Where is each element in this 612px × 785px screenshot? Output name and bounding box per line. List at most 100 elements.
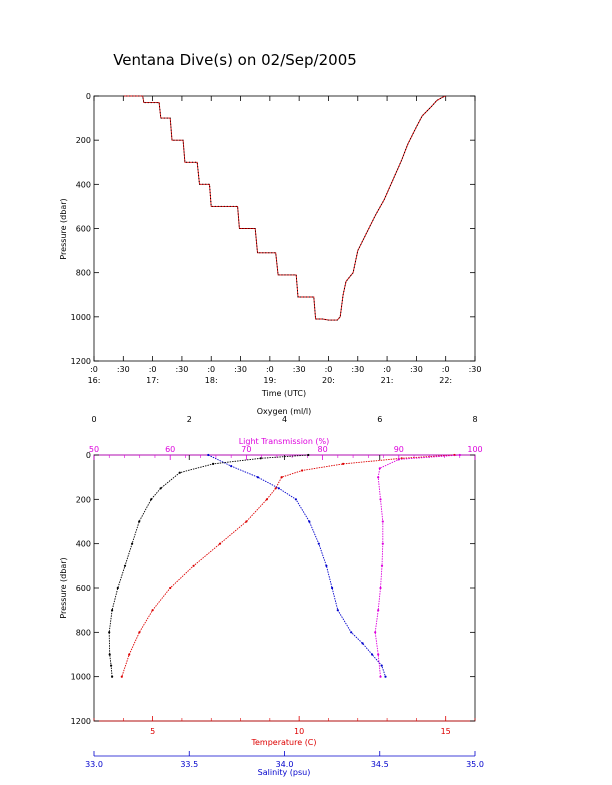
- top-x-tick-label: :30: [351, 365, 364, 374]
- top-x-tick-label: :0: [90, 365, 98, 374]
- light-tick-label: 90: [394, 445, 404, 454]
- top-plot-frame: [93, 95, 476, 362]
- top-y-tick-label: 1200: [71, 357, 91, 366]
- temperature-tick-label: 5: [150, 727, 155, 736]
- temperature-profile-point: [245, 520, 248, 523]
- bottom-plot-frame: [93, 454, 476, 722]
- oxygen-tick-label: 2: [187, 415, 192, 424]
- temperature-profile-point: [151, 609, 154, 612]
- oxygen-profile-point: [138, 520, 141, 523]
- oxygen-profile-point: [108, 653, 111, 656]
- temperature-profile-point: [274, 487, 277, 490]
- salinity-profile-line: [208, 454, 386, 677]
- light-tick-label: 60: [165, 445, 175, 454]
- temperature-profile-point: [265, 498, 268, 501]
- light-profile-point: [458, 453, 461, 457]
- top-x-tick-hour-label: 22:: [439, 376, 452, 385]
- top-x-tick-hour-label: 19:: [263, 376, 276, 385]
- top-x-tick-hour-label: 20:: [322, 376, 335, 385]
- top-x-tick-label: :30: [469, 365, 482, 374]
- salinity-tick-label: 33.5: [180, 760, 198, 769]
- oxygen-profile-point: [131, 542, 134, 545]
- salinity-profile-point: [384, 675, 387, 678]
- salinity-profile-point: [308, 520, 311, 523]
- salinity-axis-ticks: 33.0 33.5 34.0 34.5 35.0: [85, 751, 484, 769]
- top-x-tick-label: :0: [325, 365, 333, 374]
- profile-series-group: [108, 453, 461, 678]
- light-profile-point: [380, 564, 384, 567]
- salinity-tick-label: 35.0: [466, 760, 484, 769]
- oxygen-profile-point: [110, 664, 113, 667]
- light-tick-label: 50: [89, 445, 99, 454]
- salinity-tick-label: 34.0: [276, 760, 294, 769]
- salinity-profile-point: [256, 476, 259, 479]
- salinity-profile-point: [336, 609, 339, 612]
- salinity-profile-point: [325, 564, 328, 567]
- temperature-axis-ticks: 5 10 15: [93, 716, 476, 736]
- oxygen-profile-point: [178, 471, 181, 474]
- bottom-y-axis-label: Pressure (dbar): [59, 557, 68, 618]
- light-profile-point: [378, 467, 381, 470]
- bottom-y-tick-label: 1200: [71, 717, 91, 726]
- salinity-tick-label: 33.0: [85, 760, 103, 769]
- bottom-y-tick-label: 800: [76, 628, 91, 637]
- oxygen-axis-label: Oxygen (ml/l): [257, 407, 312, 416]
- top-x-tick-hour-label: 21:: [381, 376, 394, 385]
- top-x-tick-label: :0: [266, 365, 274, 374]
- light-axis-label: Light Transmission (%): [239, 437, 330, 446]
- temperature-profile-point: [120, 675, 123, 678]
- light-profile-point: [377, 653, 380, 656]
- top-y-tick-label: 800: [76, 269, 91, 278]
- oxygen-profile-point: [108, 631, 111, 634]
- oxygen-profile-point: [150, 498, 153, 501]
- top-y-tick-label: 1000: [71, 313, 91, 322]
- temperature-profile-point: [138, 631, 141, 634]
- bottom-y-tick-label: 0: [86, 451, 91, 460]
- temperature-profile-point: [301, 469, 304, 472]
- salinity-profile-point: [331, 586, 334, 590]
- salinity-profile-point: [350, 631, 353, 634]
- bottom-y-axis-ticks: 0 200 400 600 800 1000 1200: [71, 451, 475, 726]
- top-x-tick-label: :30: [234, 365, 247, 374]
- temperature-profile-point: [342, 462, 345, 465]
- top-y-tick-label: 400: [76, 180, 91, 189]
- top-x-tick-hour-label: 16:: [88, 376, 101, 385]
- light-profile-line: [374, 454, 460, 677]
- oxygen-profile-point: [259, 457, 262, 460]
- temperature-profile-point: [218, 542, 222, 545]
- top-y-tick-label: 200: [76, 136, 91, 145]
- light-profile-point: [379, 498, 382, 501]
- salinity-profile-point: [380, 664, 383, 667]
- top-x-axis-ticks: :0 16::30:0 17::30:0 18::30:0 19::30:0 20::30…: [88, 96, 482, 385]
- top-x-tick-label: :30: [175, 365, 188, 374]
- light-profile-point: [379, 586, 382, 590]
- top-x-tick-label: :30: [293, 365, 306, 374]
- oxygen-tick-label: 8: [472, 415, 477, 424]
- light-profile-point: [374, 631, 377, 634]
- top-x-axis-label: Time (UTC): [261, 389, 306, 398]
- oxygen-profile-point: [116, 586, 119, 590]
- light-profile-point: [381, 520, 384, 523]
- light-profile-point: [379, 675, 382, 678]
- oxygen-tick-label: 4: [282, 415, 287, 424]
- profile-panel: 0 2 4 6 8 50 60 70 80 90 100 5 10 15 33.0 33.5 34.0 34…: [59, 407, 484, 777]
- temperature-profile-point: [192, 564, 195, 567]
- bottom-y-tick-label: 600: [76, 584, 91, 593]
- light-profile-point: [377, 609, 380, 612]
- temperature-axis-label: Temperature (C): [250, 738, 316, 747]
- bottom-y-tick-label: 1000: [71, 673, 91, 682]
- salinity-profile-point: [317, 542, 320, 545]
- bottom-y-tick-label: 400: [76, 540, 91, 549]
- light-tick-label: 80: [318, 445, 328, 454]
- light-profile-point: [381, 542, 384, 545]
- light-profile-point: [397, 458, 400, 461]
- dive-depth-points: [123, 95, 446, 321]
- dive-depth-line: [123, 95, 446, 321]
- salinity-profile-point: [294, 498, 297, 501]
- oxygen-profile-point: [111, 675, 114, 678]
- top-y-axis-label: Pressure (dbar): [59, 198, 68, 259]
- top-x-tick-label: :0: [442, 365, 450, 374]
- salinity-profile-point: [277, 487, 280, 490]
- top-x-tick-label: :0: [383, 365, 391, 374]
